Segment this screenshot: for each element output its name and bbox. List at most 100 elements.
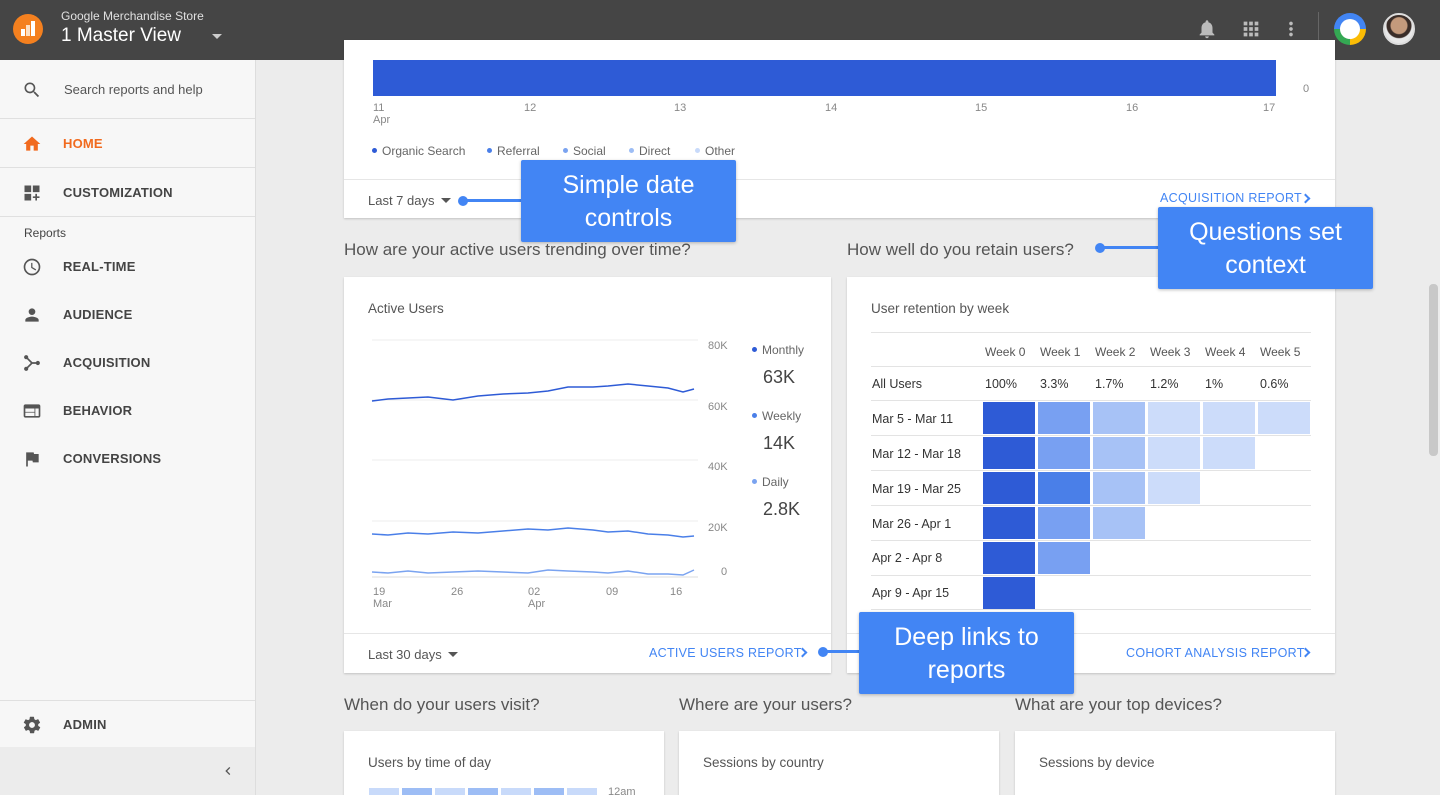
- cohort-cell[interactable]: [1093, 472, 1145, 504]
- apps-grid-icon[interactable]: [1240, 18, 1262, 40]
- sidebar-item-label: BEHAVIOR: [63, 403, 133, 418]
- more-vert-icon[interactable]: [1280, 18, 1302, 40]
- sidebar-item-customization[interactable]: CUSTOMIZATION: [0, 169, 255, 217]
- x-tick-label: 15: [975, 102, 988, 114]
- cohort-cell[interactable]: [1093, 507, 1145, 539]
- cohort-cell[interactable]: [983, 437, 1035, 469]
- device-card: [1015, 731, 1335, 795]
- chevron-down-icon: [447, 652, 458, 657]
- date-range-selector[interactable]: Last 30 days: [368, 647, 458, 662]
- divider: [871, 470, 1311, 471]
- time-heatmap-strip: [369, 788, 599, 795]
- sidebar-item-home[interactable]: HOME: [0, 120, 255, 168]
- divider: [871, 505, 1311, 506]
- legend-referral[interactable]: Referral: [487, 144, 540, 158]
- cohort-cell[interactable]: [1038, 402, 1090, 434]
- week-header: Week 3: [1150, 345, 1191, 359]
- cohort-cell[interactable]: [983, 577, 1035, 609]
- clock-icon: [23, 258, 41, 276]
- divider: [871, 400, 1311, 401]
- cohort-row-label: Mar 26 - Apr 1: [872, 517, 952, 531]
- y-tick-label: 20K: [708, 522, 728, 534]
- sidebar-item-label: REAL-TIME: [63, 259, 136, 274]
- legend-other[interactable]: Other: [695, 144, 735, 158]
- analytics-logo-icon[interactable]: [13, 14, 43, 44]
- cohort-cell[interactable]: [1258, 402, 1310, 434]
- x-tick-label: 09: [606, 586, 619, 598]
- date-range-label: Last 30 days: [368, 647, 442, 662]
- sidebar-item-conversions[interactable]: CONVERSIONS: [0, 435, 255, 483]
- divider: [1318, 12, 1319, 46]
- acquisition-report-link[interactable]: ACQUISITION REPORT: [1160, 191, 1302, 205]
- sidebar: Search reports and help HOME CUSTOMIZATI…: [0, 60, 256, 795]
- active-users-question: How are your active users trending over …: [344, 240, 691, 259]
- cohort-cell[interactable]: [1038, 472, 1090, 504]
- avatar[interactable]: [1383, 13, 1415, 45]
- cohort-cell[interactable]: [983, 402, 1035, 434]
- metric-daily-value: 2.8K: [763, 499, 801, 519]
- cohort-cell[interactable]: [1038, 507, 1090, 539]
- metric-label: Weekly: [762, 409, 802, 423]
- cohort-cell[interactable]: [1093, 437, 1145, 469]
- x-tick-label: 02: [528, 586, 541, 598]
- callout-connector: [823, 650, 859, 653]
- card-title: Users by time of day: [368, 755, 492, 770]
- dashboard-add-icon: [24, 185, 40, 201]
- all-users-value: 0.6%: [1260, 377, 1289, 391]
- collapse-sidebar-button[interactable]: [0, 747, 255, 795]
- legend-organic-search[interactable]: Organic Search: [372, 144, 465, 158]
- sidebar-item-audience[interactable]: AUDIENCE: [0, 291, 255, 339]
- x-month-label: Apr: [373, 114, 391, 126]
- date-range-selector[interactable]: Last 7 days: [368, 193, 451, 208]
- sidebar-item-label: HOME: [63, 136, 103, 151]
- callout-questions: Questions set context: [1158, 207, 1373, 289]
- week-header: Week 2: [1095, 345, 1136, 359]
- metric-label: Monthly: [762, 343, 805, 357]
- google-account-ring-icon[interactable]: [1334, 13, 1366, 45]
- sidebar-search[interactable]: Search reports and help: [0, 60, 255, 119]
- devices-question: What are your top devices?: [1015, 695, 1222, 714]
- notifications-bell-icon[interactable]: [1196, 18, 1218, 40]
- cohort-cell[interactable]: [1148, 472, 1200, 504]
- legend-dot-icon: [563, 148, 568, 153]
- cohort-cell[interactable]: [1148, 437, 1200, 469]
- divider: [871, 575, 1311, 576]
- cohort-cell[interactable]: [1203, 437, 1255, 469]
- divider: [344, 633, 831, 634]
- cohort-cell[interactable]: [1038, 437, 1090, 469]
- active-users-report-link[interactable]: ACTIVE USERS REPORT: [649, 646, 802, 660]
- series-line-monthly: [371, 383, 695, 402]
- sidebar-item-acquisition[interactable]: ACQUISITION: [0, 339, 255, 387]
- callout-date-controls: Simple date controls: [521, 160, 736, 242]
- scrollbar[interactable]: [1429, 284, 1438, 456]
- sidebar-item-admin[interactable]: ADMIN: [0, 701, 255, 749]
- metric-monthly-value: 63K: [763, 367, 796, 387]
- divider: [0, 167, 255, 168]
- cohort-analysis-report-link[interactable]: COHORT ANALYSIS REPORT: [1126, 646, 1305, 660]
- divider: [871, 435, 1311, 436]
- cohort-cell[interactable]: [1093, 402, 1145, 434]
- divider: [871, 366, 1311, 367]
- callout-text: Deep links to: [894, 623, 1039, 651]
- view-selector[interactable]: 1 Master View: [61, 25, 182, 46]
- time-of-day-card: [344, 731, 664, 795]
- cohort-cell[interactable]: [983, 542, 1035, 574]
- legend-dot-icon: [629, 148, 634, 153]
- search-input[interactable]: Search reports and help: [64, 82, 203, 97]
- callout-text: Questions set: [1189, 218, 1342, 246]
- callout-text: controls: [584, 204, 673, 232]
- cohort-cell[interactable]: [1038, 542, 1090, 574]
- cohort-cell[interactable]: [1148, 402, 1200, 434]
- legend-label: Referral: [497, 144, 540, 158]
- person-icon: [25, 308, 39, 322]
- sidebar-item-behavior[interactable]: BEHAVIOR: [0, 387, 255, 435]
- cohort-cell[interactable]: [983, 472, 1035, 504]
- cohort-cell[interactable]: [983, 507, 1035, 539]
- chevron-down-icon[interactable]: [212, 34, 222, 39]
- sidebar-item-realtime[interactable]: REAL-TIME: [0, 243, 255, 291]
- cohort-cell[interactable]: [1203, 402, 1255, 434]
- legend-direct[interactable]: Direct: [629, 144, 670, 158]
- all-users-label: All Users: [872, 377, 923, 391]
- legend-dot-icon: [752, 479, 757, 484]
- legend-social[interactable]: Social: [563, 144, 606, 158]
